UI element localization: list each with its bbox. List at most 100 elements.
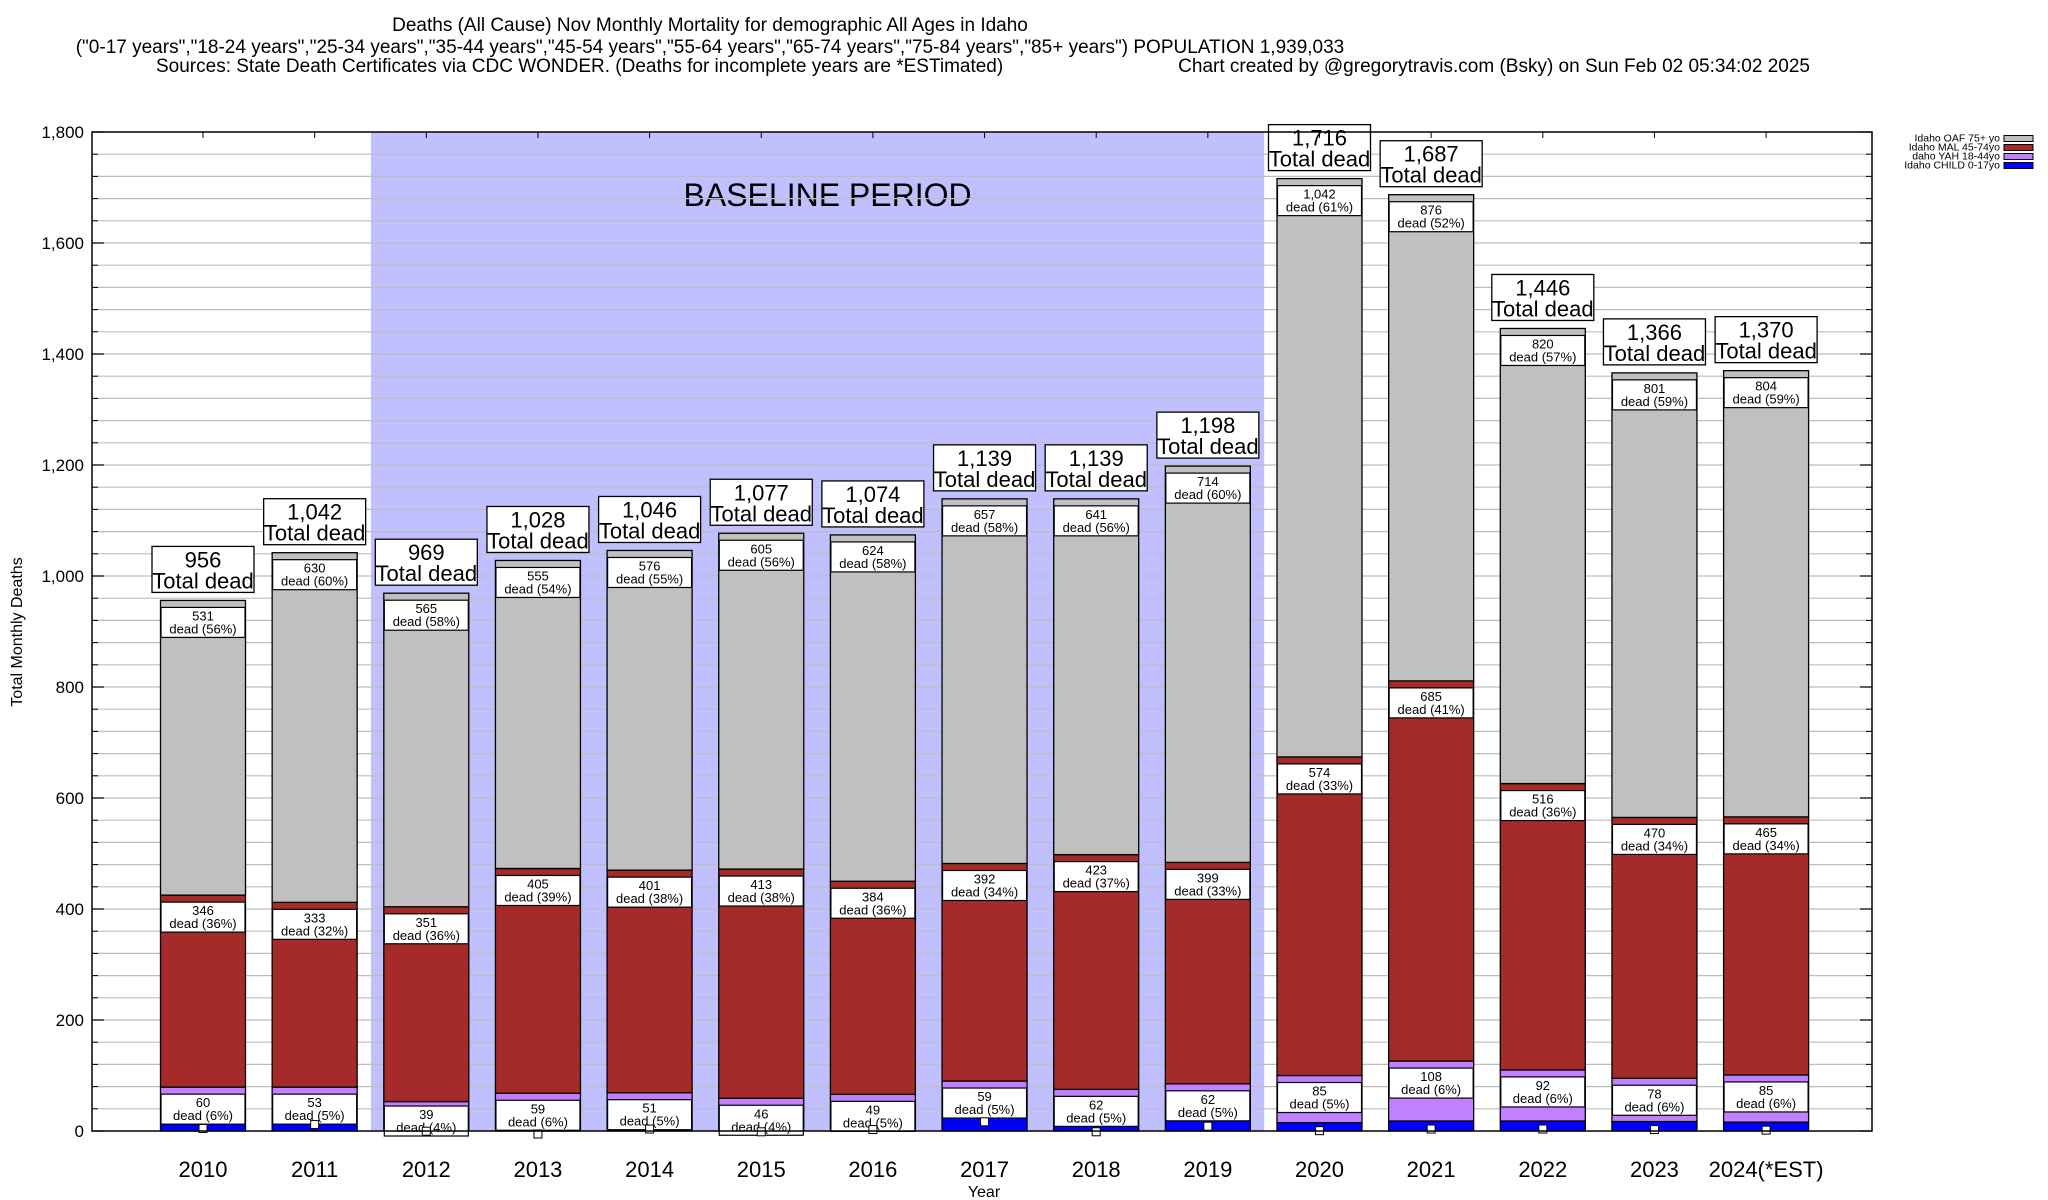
y-axis-label: Total Monthly Deaths — [9, 557, 26, 706]
yah-label-value: 85 — [1312, 1084, 1326, 1099]
mal-label-value: 470 — [1644, 825, 1666, 840]
x-tick-label: 2018 — [1072, 1157, 1121, 1182]
oaf-label-value: 657 — [974, 507, 996, 522]
child-marker — [980, 1117, 990, 1127]
yah-label-percent: dead (5%) — [843, 1115, 903, 1130]
child-marker — [198, 1123, 208, 1133]
total-label-box — [1379, 140, 1483, 188]
bar-segment-idaho-mal-45-74yo — [1388, 680, 1475, 1062]
oaf-label-percent: dead (52%) — [1398, 216, 1465, 231]
oaf-label-value: 714 — [1197, 474, 1219, 489]
mal-label-box — [718, 875, 804, 907]
oaf-label-box — [160, 606, 246, 639]
child-marker — [1761, 1125, 1771, 1135]
oaf-label-value: 630 — [304, 561, 326, 576]
mal-label-box — [606, 876, 693, 908]
oaf-label-value: 531 — [192, 608, 214, 623]
total-value: 1,687 — [1404, 142, 1459, 167]
total-label-box — [597, 495, 702, 544]
y-tick-label: 0 — [75, 1122, 84, 1141]
yah-label-value: 62 — [1201, 1092, 1215, 1107]
x-tick-label: 2013 — [513, 1157, 562, 1182]
oaf-label-value: 801 — [1644, 381, 1666, 396]
oaf-label-box — [941, 505, 1028, 537]
oaf-label-value: 804 — [1755, 379, 1777, 394]
legend-label: Idaho CHILD 0-17yo — [1904, 160, 2000, 172]
mal-label-value: 346 — [192, 903, 214, 918]
total-label-box — [1491, 273, 1595, 322]
yah-label-box — [1500, 1076, 1586, 1108]
oaf-label-percent: dead (60%) — [281, 574, 348, 589]
bar-segment-idaho-mal-45-74yo — [718, 868, 805, 1099]
child-marker — [1203, 1121, 1213, 1131]
bar-segment-idaho-oaf-75-yo — [1053, 498, 1140, 856]
total-value: 1,716 — [1292, 126, 1347, 151]
yah-label-box — [1611, 1084, 1698, 1116]
yah-label-percent: dead (5%) — [1066, 1110, 1126, 1125]
yah-label-value: 78 — [1647, 1086, 1661, 1101]
oaf-label-percent: dead (56%) — [169, 621, 236, 636]
mal-label-box — [941, 869, 1028, 902]
mal-label-box — [1611, 823, 1698, 856]
x-tick-label: 2022 — [1518, 1157, 1567, 1182]
bars — [159, 177, 1810, 1132]
x-tick-label: 2019 — [1183, 1157, 1232, 1182]
y-tick-label: 600 — [56, 789, 84, 808]
total-value: 1,042 — [287, 500, 342, 525]
mal-label-box — [1723, 823, 1809, 855]
total-label-box — [486, 505, 590, 554]
oaf-label-box — [830, 541, 916, 573]
total-value: 1,028 — [510, 507, 565, 532]
mal-label-value: 685 — [1420, 689, 1442, 704]
bar-segment-idaho-oaf-75-yo — [1164, 465, 1251, 864]
mal-label-percent: dead (33%) — [1174, 883, 1241, 898]
total-suffix: Total dead — [1380, 163, 1482, 188]
oaf-label-box — [1611, 379, 1698, 411]
total-label-box — [1602, 318, 1707, 366]
child-marker — [1538, 1124, 1548, 1134]
y-tick-label: 800 — [56, 678, 84, 697]
mal-label-percent: dead (36%) — [839, 902, 906, 917]
oaf-label-value: 624 — [862, 543, 884, 558]
bar-segment-idaho-oaf-75-yo — [1388, 194, 1475, 682]
yah-label-value: 60 — [196, 1095, 210, 1110]
axes: 2010 2011 2012 2013 2014 2015 2016 2017 2018 2019… — [41, 123, 1873, 1182]
total-value: 1,139 — [1069, 446, 1124, 471]
mal-label-percent: dead (34%) — [951, 884, 1018, 899]
bar-segment-idaho-mal-45-74yo — [1276, 756, 1363, 1077]
yah-label-value: 46 — [754, 1106, 768, 1121]
oaf-label-percent: dead (61%) — [1286, 200, 1353, 215]
oaf-label-box — [1276, 185, 1363, 217]
oaf-label-percent: dead (60%) — [1174, 487, 1241, 502]
mal-label-percent: dead (32%) — [281, 923, 348, 938]
yah-label-value: 59 — [531, 1101, 545, 1116]
oaf-label-percent: dead (59%) — [1732, 392, 1799, 407]
total-suffix: Total dead — [376, 561, 478, 586]
oaf-label-box — [718, 539, 804, 571]
x-tick-label: 2016 — [848, 1157, 897, 1182]
mal-label-box — [830, 887, 916, 919]
yah-label-box — [1276, 1081, 1363, 1114]
y-tick-label: 1,600 — [41, 234, 84, 253]
child-marker — [645, 1124, 655, 1134]
oaf-label-value: 641 — [1085, 507, 1107, 522]
y-tick-label: 1,800 — [41, 123, 84, 142]
baseline-period-label: BASELINE PERIOD — [684, 177, 972, 213]
yah-label-percent: dead (6%) — [508, 1114, 568, 1129]
total-label-box — [821, 480, 925, 528]
bar-segment-idaho-oaf-75-yo — [606, 549, 693, 871]
bar-segment-idaho-mal-45-74yo — [1611, 816, 1698, 1079]
total-value: 1,139 — [957, 446, 1012, 471]
mal-label-percent: dead (38%) — [728, 890, 795, 905]
total-value: 1,198 — [1180, 413, 1235, 438]
mal-label-box — [383, 913, 469, 945]
legend-label: Idaho MAL 45-74yo — [1909, 142, 2000, 154]
oaf-label-box — [1500, 334, 1586, 367]
oaf-label-percent: dead (59%) — [1621, 394, 1688, 409]
mal-label-value: 351 — [415, 915, 437, 930]
yah-label-percent: dead (5%) — [1178, 1105, 1238, 1120]
mal-label-percent: dead (34%) — [1621, 838, 1688, 853]
yah-label-value: 39 — [419, 1107, 433, 1122]
total-suffix: Total dead — [487, 528, 589, 553]
yah-label-percent: dead (6%) — [1624, 1099, 1684, 1114]
